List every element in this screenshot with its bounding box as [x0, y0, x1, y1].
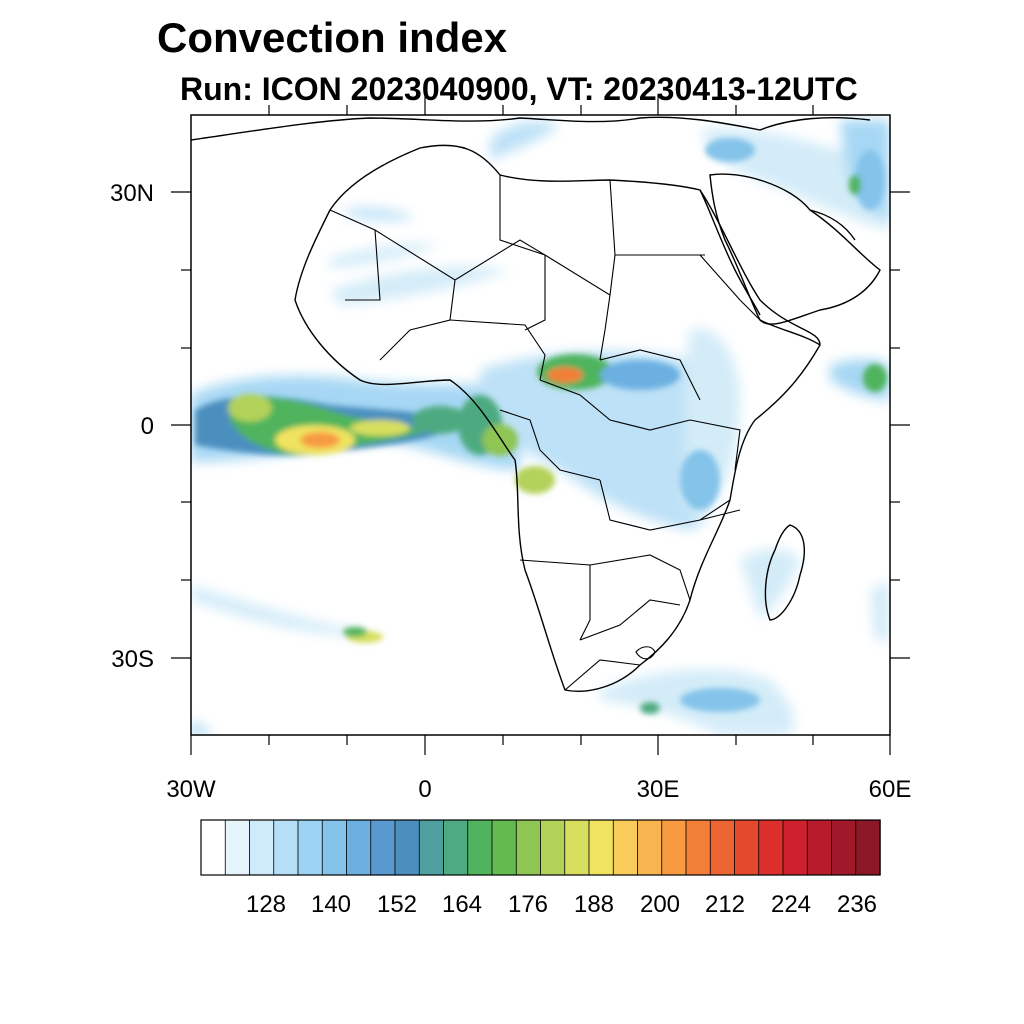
colorbar-swatch	[200, 819, 226, 876]
colorbar-swatch	[588, 819, 614, 876]
colorbar-swatch	[394, 819, 420, 876]
colorbar-label: 188	[574, 891, 614, 918]
chart-subtitle: Run: ICON 2023040900, VT: 20230413-12UTC	[180, 71, 858, 107]
colorbar-swatch	[540, 819, 566, 876]
chart-title: Convection index	[157, 14, 508, 61]
convection-field	[191, 120, 890, 735]
colorbar-label: 140	[311, 891, 351, 918]
lat-label-30s: 30S	[111, 646, 154, 673]
colorbar-swatch	[855, 819, 881, 876]
colorbar-label: 152	[377, 891, 417, 918]
coastlines	[191, 116, 881, 692]
lat-label-0: 0	[141, 413, 154, 440]
lon-label-30e: 30E	[637, 776, 680, 803]
colorbar-swatch	[637, 819, 663, 876]
colorbar-label: 200	[640, 891, 680, 918]
colorbar-swatch	[491, 819, 517, 876]
colorbar-label: 128	[246, 891, 286, 918]
colorbar-swatch	[782, 819, 808, 876]
colorbar-swatch	[346, 819, 372, 876]
colorbar-swatch	[443, 819, 469, 876]
country-borders	[329, 175, 761, 691]
lon-label-60e: 60E	[869, 776, 912, 803]
colorbar-label: 212	[705, 891, 745, 918]
axis-ticks	[171, 95, 910, 755]
colorbar-swatch	[734, 819, 760, 876]
colorbar-swatch	[273, 819, 299, 876]
colorbar-label: 176	[508, 891, 548, 918]
colorbar-swatch	[370, 819, 396, 876]
colorbar-swatch	[224, 819, 251, 876]
colorbar-swatch	[564, 819, 590, 876]
colorbar-swatch	[806, 819, 833, 876]
colorbar-swatch	[515, 819, 542, 876]
colorbar-swatch	[661, 819, 687, 876]
colorbar-swatch	[685, 819, 711, 876]
lon-label-0: 0	[418, 776, 431, 803]
lat-label-30n: 30N	[110, 180, 154, 207]
lon-label-30w: 30W	[166, 776, 216, 803]
colorbar-swatch	[612, 819, 639, 876]
colorbar-swatch	[249, 819, 275, 876]
colorbar	[200, 819, 881, 876]
colorbar-label: 236	[837, 891, 877, 918]
colorbar-swatch	[831, 819, 857, 876]
colorbar-frame	[200, 819, 881, 876]
colorbar-swatch	[709, 819, 736, 876]
colorbar-swatch	[467, 819, 493, 876]
colorbar-label: 164	[442, 891, 482, 918]
colorbar-label: 224	[771, 891, 811, 918]
colorbar-swatch	[297, 819, 323, 876]
colorbar-swatch	[418, 819, 445, 876]
colorbar-swatch	[321, 819, 348, 876]
colorbar-swatch	[758, 819, 784, 876]
